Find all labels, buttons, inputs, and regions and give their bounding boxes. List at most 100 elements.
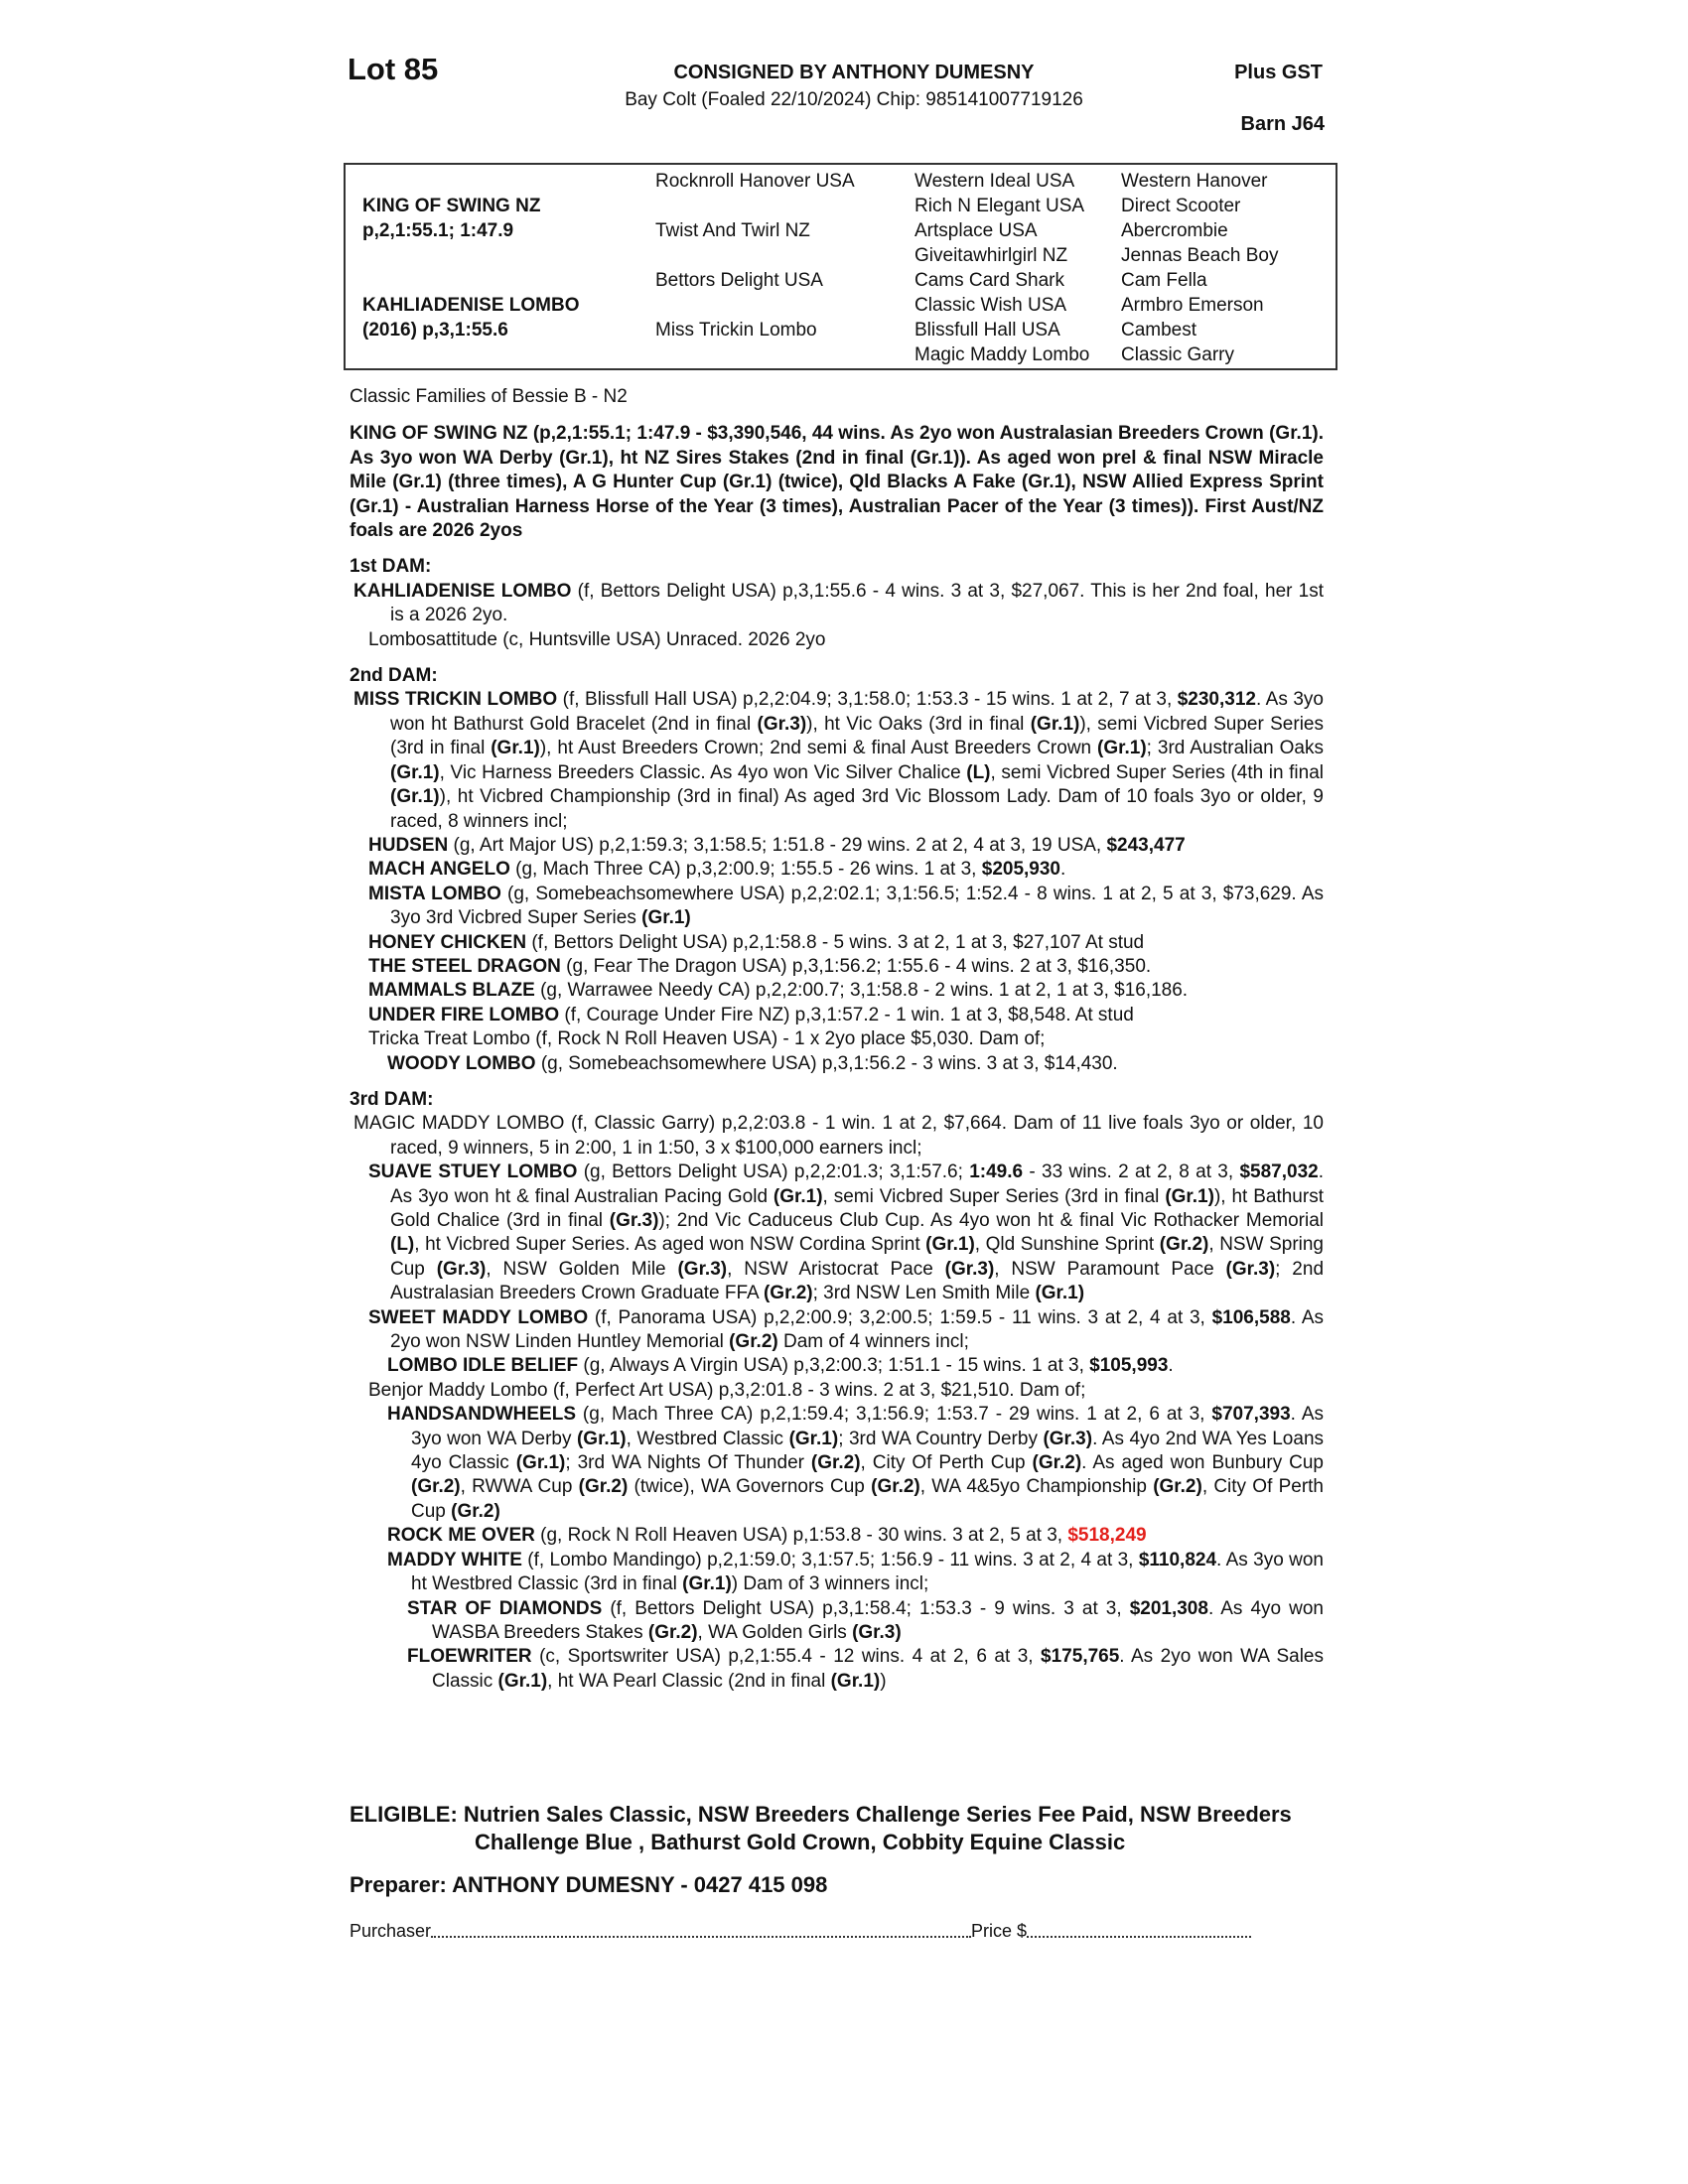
text: . As 3yo won WA Derby bbox=[411, 1404, 1324, 1449]
bold-text: MISTA LOMBO bbox=[368, 883, 501, 904]
text: (g, Somebeachsomewhere USA) p,3,1:56.2 -… bbox=[535, 1052, 1118, 1074]
text: . As 3yo won ht Westbred Classic (3rd in… bbox=[411, 1549, 1324, 1595]
price-label: Price $ bbox=[971, 1921, 1028, 1941]
pedigree-gen3: Classic Wish USA bbox=[914, 295, 1067, 316]
text: , City Of Perth Cup bbox=[860, 1452, 1033, 1474]
bold-text: (Gr.3) bbox=[757, 713, 807, 735]
text: ; 3rd WA Nights Of Thunder bbox=[565, 1452, 811, 1474]
eligible-label: ELIGIBLE: bbox=[350, 1802, 458, 1827]
bold-text: SUAVE STUEY LOMBO bbox=[368, 1161, 578, 1183]
bold-text: THE STEEL DRAGON bbox=[368, 955, 561, 977]
pedigree-gen3: Cams Card Shark bbox=[914, 270, 1064, 291]
bold-text: MAMMALS BLAZE bbox=[368, 980, 535, 1002]
bold-text: $587,032 bbox=[1239, 1161, 1319, 1183]
pedigree-gen3: Magic Maddy Lombo bbox=[914, 344, 1090, 365]
pedigree-gen4: Direct Scooter bbox=[1121, 196, 1241, 216]
text: ), semi Vicbred Super Series (3rd in fin… bbox=[390, 713, 1324, 759]
progeny-entry: Lombosattitude (c, Huntsville USA) Unrac… bbox=[350, 628, 1324, 652]
catalogue-body: Classic Families of Bessie B - N2 KING O… bbox=[350, 385, 1324, 1694]
bold-text: (Gr.1) bbox=[1097, 738, 1147, 759]
text: , ht WA Pearl Classic (2nd in final bbox=[547, 1670, 831, 1692]
pedigree-gen2: Rocknroll Hanover USA bbox=[655, 171, 855, 192]
bold-text: (L) bbox=[390, 1234, 415, 1256]
pedigree-gen2: Miss Trickin Lombo bbox=[655, 320, 817, 341]
progeny-entry: MISTA LOMBO (g, Somebeachsomewhere USA) … bbox=[350, 883, 1324, 931]
purchaser-line: Purchaser Price $ bbox=[350, 1920, 1252, 1942]
bold-text: (Gr.3) bbox=[436, 1258, 487, 1280]
bold-text: (Gr.3) bbox=[1225, 1258, 1276, 1280]
text: , NSW Spring Cup bbox=[390, 1234, 1324, 1280]
dam-record: (2016) p,3,1:55.6 bbox=[362, 320, 508, 341]
text: , ht Vicbred Super Series. As aged won N… bbox=[414, 1234, 926, 1256]
pedigree-gen3: Rich N Elegant USA bbox=[914, 196, 1085, 216]
section-title: 2nd DAM: bbox=[350, 665, 438, 687]
bold-text: MISS TRICKIN LOMBO bbox=[353, 689, 558, 711]
text: Benjor Maddy Lombo (f, Perfect Art USA) … bbox=[368, 1379, 1086, 1401]
bold-text: (Gr.3) bbox=[1043, 1428, 1093, 1449]
pedigree-gen4: Cambest bbox=[1121, 320, 1197, 341]
progeny-entry: SUAVE STUEY LOMBO (g, Bettors Delight US… bbox=[350, 1160, 1324, 1305]
text: . As 3yo won ht & final Australian Pacin… bbox=[390, 1161, 1324, 1207]
bold-text: UNDER FIRE LOMBO bbox=[368, 1004, 560, 1025]
progeny-entry: STAR OF DIAMONDS (f, Bettors Delight USA… bbox=[350, 1597, 1324, 1646]
bold-text: (Gr.1) bbox=[1030, 713, 1080, 735]
sire-name: KING OF SWING NZ bbox=[362, 196, 541, 216]
progeny-entry: LOMBO IDLE BELIEF (g, Always A Virgin US… bbox=[350, 1354, 1324, 1378]
bold-text: (L) bbox=[966, 761, 991, 783]
text: Lombosattitude (c, Huntsville USA) Unrac… bbox=[368, 628, 826, 650]
pedigree-gen3: Blissfull Hall USA bbox=[914, 320, 1060, 341]
bold-text: (Gr.2) bbox=[411, 1476, 461, 1498]
text: , City Of Perth Cup bbox=[411, 1476, 1325, 1522]
bold-text: ROCK ME OVER bbox=[387, 1525, 535, 1547]
bold-text: 1:49.6 bbox=[969, 1161, 1024, 1183]
text: (f, Blissfull Hall USA) p,2,2:04.9; 3,1:… bbox=[557, 689, 1178, 711]
bold-text: (Gr.1) bbox=[497, 1670, 548, 1692]
bold-text: (Gr.1) bbox=[788, 1428, 839, 1449]
bold-text: (Gr.2) bbox=[578, 1476, 629, 1498]
bold-text: (Gr.1) bbox=[682, 1573, 732, 1595]
bold-text: (Gr.1) bbox=[390, 786, 440, 808]
bold-text: (Gr.2) bbox=[1159, 1234, 1209, 1256]
bold-text: (Gr.1) bbox=[925, 1234, 975, 1256]
text: , NSW Aristocrat Pace bbox=[727, 1258, 945, 1280]
text: , Qld Sunshine Sprint bbox=[974, 1234, 1160, 1256]
bold-text: (Gr.1) bbox=[773, 1185, 823, 1207]
bold-text: KAHLIADENISE LOMBO bbox=[353, 580, 572, 602]
section-title: 3rd DAM: bbox=[350, 1088, 434, 1110]
text: . bbox=[1060, 859, 1066, 881]
text: (g, Bettors Delight USA) p,2,2:01.3; 3,1… bbox=[577, 1161, 970, 1183]
progeny-entry: HUDSEN (g, Art Major US) p,2,1:59.3; 3,1… bbox=[350, 834, 1324, 858]
bold-text: $243,477 bbox=[1106, 834, 1186, 856]
bold-text: (Gr.2) bbox=[729, 1331, 778, 1353]
bold-text: $110,824 bbox=[1138, 1549, 1217, 1570]
bold-text: WOODY LOMBO bbox=[387, 1052, 536, 1074]
bold-text: MACH ANGELO bbox=[368, 859, 510, 881]
text: (g, Mach Three CA) p,2,1:59.4; 3,1:56.9;… bbox=[576, 1404, 1212, 1426]
text: (f, Lombo Mandingo) p,2,1:59.0; 3,1:57.5… bbox=[521, 1549, 1139, 1570]
progeny-entry: MADDY WHITE (f, Lombo Mandingo) p,2,1:59… bbox=[350, 1549, 1324, 1597]
progeny-entry: Benjor Maddy Lombo (f, Perfect Art USA) … bbox=[350, 1379, 1324, 1403]
text: , WA Golden Girls bbox=[697, 1621, 853, 1643]
text: ) Dam of 3 winners incl; bbox=[731, 1573, 929, 1595]
text: ; 3rd Australian Oaks bbox=[1146, 738, 1324, 759]
text: , WA 4&5yo Championship bbox=[919, 1476, 1154, 1498]
bold-text: (Gr.3) bbox=[677, 1258, 728, 1280]
purchaser-field[interactable] bbox=[431, 1920, 972, 1938]
dam-entry: MISS TRICKIN LOMBO (f, Blissfull Hall US… bbox=[350, 688, 1324, 833]
bold-text: (Gr.2) bbox=[1032, 1452, 1082, 1474]
text: . As 3yo won ht Bathurst Gold Bracelet (… bbox=[390, 689, 1324, 735]
text: (f, Courage Under Fire NZ) p,3,1:57.2 - … bbox=[559, 1004, 1134, 1025]
purchaser-label: Purchaser bbox=[350, 1921, 432, 1941]
bold-text: $230,312 bbox=[1177, 689, 1256, 711]
text: (f, Bettors Delight USA) p,3,1:58.4; 1:5… bbox=[602, 1597, 1130, 1619]
bold-text: (Gr.1) bbox=[491, 738, 540, 759]
bold-text: (Gr.2) bbox=[763, 1283, 813, 1304]
consignor: CONSIGNED BY ANTHONY DUMESNY bbox=[673, 62, 1035, 83]
bold-text: $106,588 bbox=[1211, 1306, 1291, 1328]
text: Dam of 4 winners incl; bbox=[777, 1331, 969, 1353]
text: . As 4yo won WASBA Breeders Stakes bbox=[432, 1597, 1324, 1643]
progeny-entry: SWEET MADDY LOMBO (f, Panorama USA) p,2,… bbox=[350, 1306, 1324, 1355]
pedigree-gen2: Twist And Twirl NZ bbox=[655, 220, 810, 241]
price-field[interactable] bbox=[1027, 1920, 1252, 1938]
bold-text: (Gr.2) bbox=[810, 1452, 861, 1474]
